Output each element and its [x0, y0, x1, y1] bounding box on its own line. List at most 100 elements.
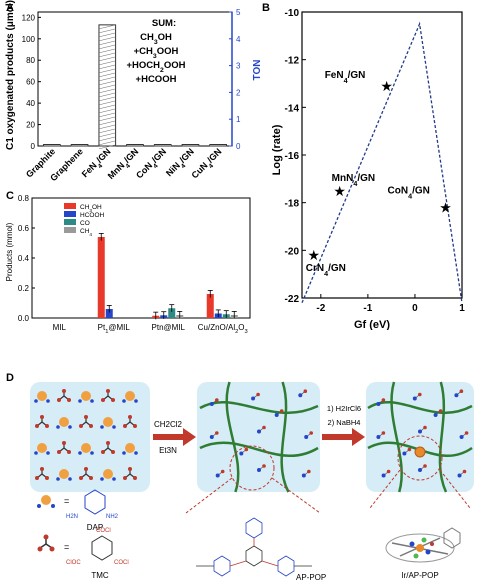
panel-b-xlabel: Gf (eV): [354, 319, 390, 330]
panel-b-star-marker: ★: [333, 183, 346, 199]
panel-a-bar-hatch: [98, 48, 116, 54]
panel-c-xtick-label: MIL: [53, 323, 67, 332]
panel-a-bar-hatch: [98, 112, 116, 118]
amine-site: [215, 473, 220, 478]
panel-a-bar: [126, 144, 144, 147]
panel-a-y2tick-label: 3: [236, 62, 241, 71]
amine-site: [112, 477, 116, 481]
tmc-monomer: [62, 389, 66, 393]
panel-a-bar-hatch: [98, 24, 116, 30]
tmc-cocl-right: COCl: [114, 560, 129, 566]
panel-a-bar-hatch: [98, 80, 116, 86]
panel-c-legend-swatch: [64, 211, 76, 217]
panel-a-xtick-label: CoN4/GN: [134, 146, 171, 183]
panel-b-point-label: CrN4/GN: [306, 263, 346, 278]
ir-ap-pop-label: Ir/AP-POP: [401, 571, 438, 580]
panel-c-xtick-label: Ptn@MIL: [152, 323, 186, 332]
zoom-line: [369, 469, 401, 509]
amine-site: [418, 468, 422, 472]
tmc-monomer: [128, 415, 132, 419]
tmc-monomer: [133, 476, 137, 480]
amine-site: [78, 451, 82, 455]
panel-a-bar-hatch: [98, 128, 116, 134]
tmc-monomer: [84, 467, 88, 471]
pyridine-ring: [84, 489, 106, 515]
dap-legend: = H2N NH2 DAP: [37, 489, 119, 532]
amine-site: [68, 425, 72, 429]
panel-a-xtick-label: MnN4/GN: [106, 146, 143, 183]
panel-a-bar-hatch: [98, 144, 116, 150]
panel-b-ytick-label: -22: [285, 294, 300, 305]
dap-monomer: [103, 417, 113, 427]
carbonyl-site: [262, 425, 266, 430]
tmc-monomer: [123, 476, 127, 480]
tmc-monomer: [101, 450, 105, 454]
amine-site: [251, 396, 256, 401]
tmc-monomer: [133, 424, 137, 428]
panel-b-ylabel: Log (rate): [271, 124, 283, 175]
amine-site: [381, 473, 386, 478]
panel-b-xtick-label: -1: [363, 303, 372, 314]
dap-nh2-left: H2N: [66, 514, 78, 520]
amine-site: [68, 477, 72, 481]
carbonyl-site: [215, 431, 219, 435]
panel-a-bar-hatch: [98, 56, 116, 62]
panel-a-bar: [70, 144, 89, 147]
dap-label: DAP: [87, 523, 103, 532]
benzene-ring: [91, 535, 113, 561]
amine-site: [46, 399, 50, 403]
dap-monomer: [59, 417, 69, 427]
tmc-equals: =: [64, 542, 69, 552]
amine-site: [412, 396, 417, 401]
tmc-label: TMC: [91, 571, 109, 580]
panel-a-bar: [153, 144, 172, 147]
amine-site: [239, 451, 244, 456]
panel-a-bar-hatch: [98, 64, 116, 70]
amine-site: [433, 413, 438, 417]
tmc-monomer: [45, 424, 49, 428]
panel-a-bar-hatch: [98, 100, 116, 106]
panel-c-ylabel: Products (mmol): [5, 222, 14, 281]
panel-c-legend-label: CO: [80, 220, 90, 227]
panel-a-annotation-line: +HOCH2OOH: [127, 60, 186, 74]
step1-solvent: CH2Cl2: [154, 420, 183, 429]
panel-a-bar: [209, 144, 227, 147]
panel-b-volcano-line: [301, 21, 463, 304]
dap-monomer: [125, 443, 135, 453]
tmc-monomer: [111, 450, 115, 454]
amine-site: [34, 399, 38, 403]
panel-c-legend-label: CH4: [80, 228, 92, 237]
panel-a-bar-hatch: [98, 136, 116, 142]
monomer-box: [30, 382, 150, 492]
panel-c-xtick-label: Cu/ZnO/Al2O3: [198, 323, 248, 335]
tmc-monomer: [62, 441, 66, 445]
polymer-chain: [390, 381, 403, 493]
carbonyl-site: [279, 409, 284, 413]
panel-c-ytick-label: 0.4: [18, 254, 30, 263]
amine-site: [90, 451, 94, 455]
tmc-monomer: [123, 424, 127, 428]
tmc-monomer: [128, 467, 132, 471]
amine-site: [134, 399, 138, 403]
reaction-arrow-2: [322, 434, 352, 440]
amine-site: [78, 399, 82, 403]
panel-a-bar-hatch: [98, 72, 116, 78]
panel-a-y2tick-label: 2: [236, 88, 241, 97]
panel-a-bar-hatch: [98, 40, 116, 46]
panel-c-bar: [168, 308, 176, 318]
ir-complex-structure: [385, 527, 461, 563]
panel-b-ytick-label: -16: [285, 151, 300, 162]
amine-site: [304, 435, 309, 439]
panel-c-legend-label: HCOOH: [80, 212, 105, 219]
panel-a-bar-hatch: [98, 76, 116, 82]
panel-b-ytick-label: -12: [285, 56, 300, 67]
panel-a-bar-hatch: [98, 44, 116, 50]
amine-site: [56, 425, 60, 429]
tmc-monomer: [89, 424, 93, 428]
panel-b-ytick-label: -10: [285, 8, 300, 19]
carbonyl-site: [464, 431, 469, 435]
amine-site: [209, 435, 214, 439]
carbonyl-site: [381, 398, 386, 402]
panel-a-bar-hatch: [98, 32, 116, 38]
